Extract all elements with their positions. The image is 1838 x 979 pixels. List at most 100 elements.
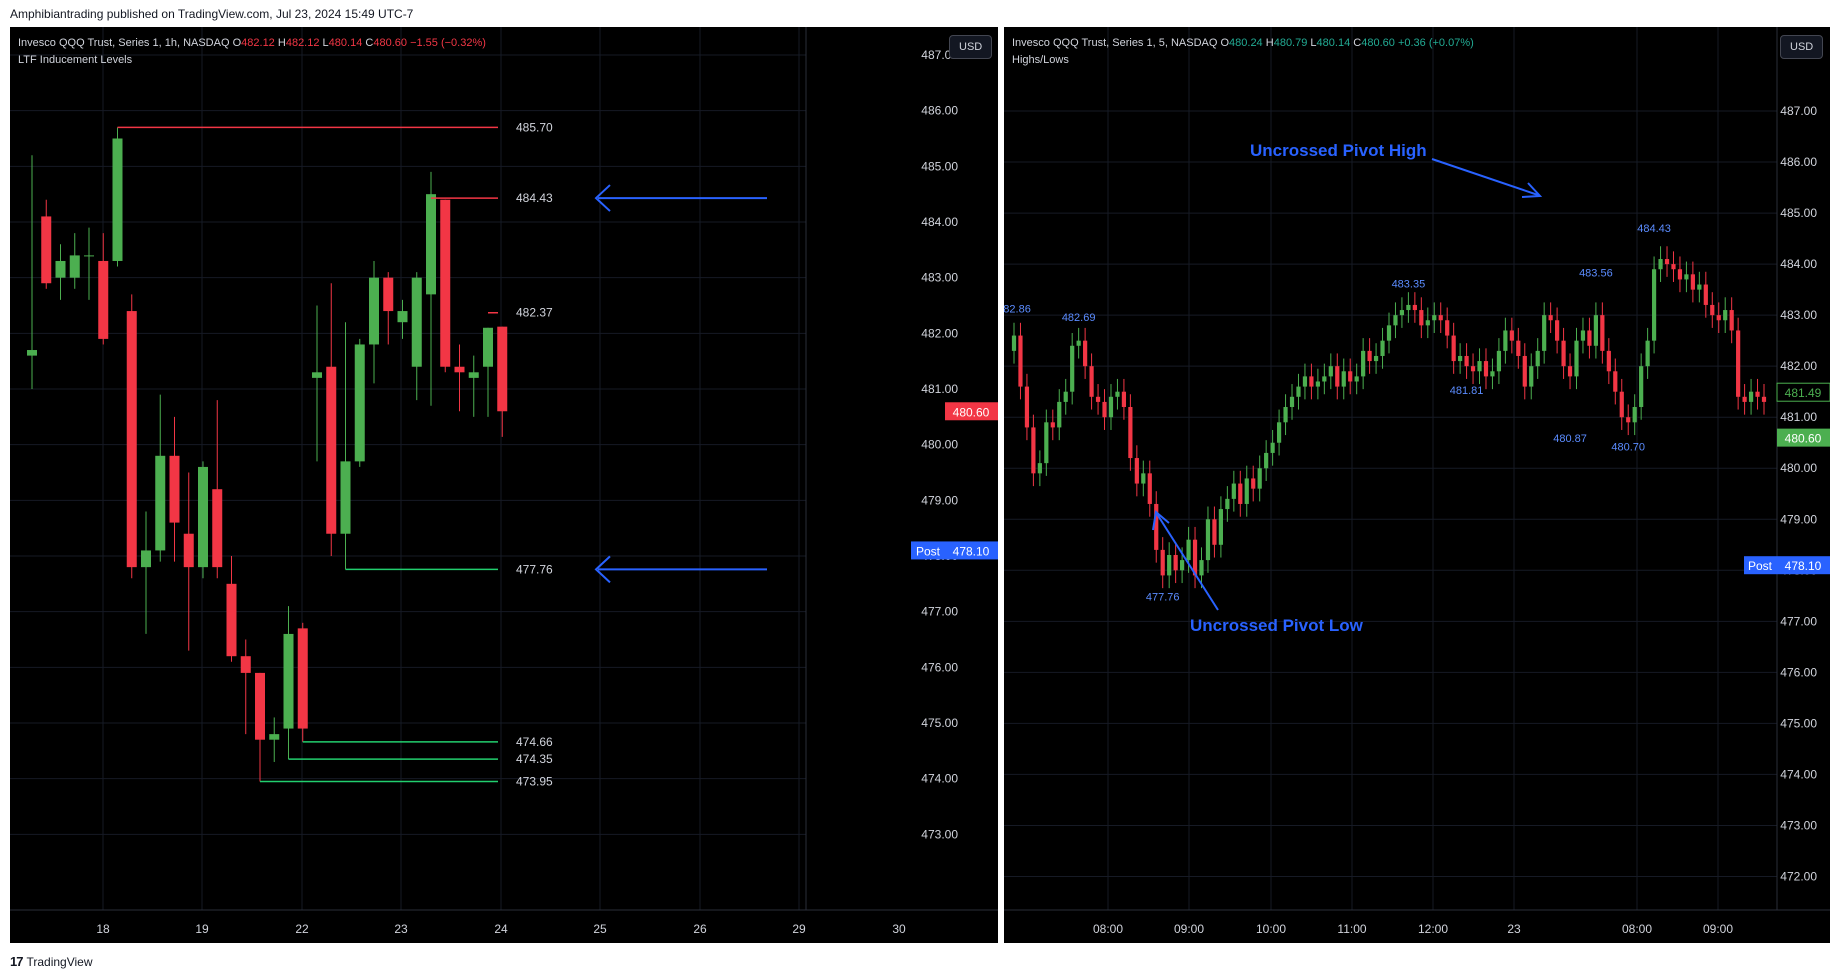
candle-body: [1619, 391, 1624, 418]
candle-body: [1761, 396, 1767, 402]
candle-body: [98, 260, 109, 339]
chart-left-svg[interactable]: 473.00474.00475.00476.00477.00478.00479.…: [10, 27, 998, 943]
candle-body: [383, 277, 394, 312]
x-tick-label: 24: [494, 922, 508, 936]
candle-body: [55, 260, 66, 278]
candle-body: [1496, 350, 1502, 372]
candle-body: [1264, 452, 1269, 469]
candle-body: [1296, 386, 1301, 397]
post-label: Post: [1748, 559, 1773, 573]
candle-body: [155, 455, 166, 551]
pivot-label: 483.35: [1392, 278, 1426, 290]
cursor-price-tag: [1776, 382, 1830, 402]
candle-body: [1516, 340, 1521, 356]
x-tick-label: 23: [1507, 922, 1521, 936]
candle-body: [1535, 350, 1540, 367]
candle-body: [1561, 340, 1566, 367]
candle-body: [1302, 376, 1308, 387]
candle-body: [1238, 483, 1243, 504]
x-tick-label: 29: [792, 922, 806, 936]
candle-body: [1108, 396, 1114, 418]
candle-body: [1438, 315, 1443, 321]
candle-body: [1690, 274, 1695, 290]
candle-body: [1018, 335, 1023, 387]
low-key: L: [1310, 37, 1317, 49]
candle-body: [1503, 330, 1508, 351]
pivot-label: 481.81: [1450, 385, 1484, 397]
annotation-arrow: [1431, 158, 1539, 196]
candle-body: [1645, 340, 1650, 367]
candle-body: [1354, 376, 1359, 382]
x-tick-label: 12:00: [1418, 922, 1448, 936]
candle-body: [1464, 355, 1469, 367]
candle-body: [1470, 366, 1476, 372]
candle-body: [1289, 396, 1295, 408]
candle-body: [1419, 310, 1424, 326]
post-tag: [1744, 556, 1777, 575]
candle-body: [226, 583, 237, 657]
last-price-label: 480.60: [953, 405, 990, 419]
change-value: −1.55 (−0.32%): [410, 37, 486, 49]
low-key: L: [322, 37, 329, 49]
y-tick-label: 479.00: [1780, 512, 1817, 526]
x-tick-label: 10:00: [1256, 922, 1286, 936]
candle-body: [1664, 259, 1670, 265]
candle-body: [1257, 468, 1262, 489]
candle-body: [1736, 330, 1741, 397]
candle-body: [1509, 330, 1514, 341]
candle-body: [312, 372, 322, 378]
candle-body: [1276, 422, 1282, 443]
brand-name[interactable]: TradingView: [26, 954, 93, 969]
candle-body: [440, 199, 451, 367]
chart-panel-right[interactable]: 472.00 473.00 474.00 475.00 476.00 477.00 478.…: [1004, 27, 1830, 943]
x-tick-label: 25: [593, 922, 607, 936]
x-tick-label: 26: [693, 922, 707, 936]
x-tick-label: 09:00: [1703, 922, 1733, 936]
candle-body: [1076, 340, 1081, 346]
candle-body: [1671, 264, 1676, 270]
pivot-label: 480.70: [1611, 442, 1645, 454]
candle-body: [1606, 350, 1611, 372]
y-tick-label: 476.00: [1780, 665, 1817, 679]
post-price-tag: [945, 541, 998, 560]
y-tick-label: 487.00: [1780, 104, 1817, 118]
candle-body: [1755, 391, 1760, 397]
indicator-name[interactable]: LTF Inducement Levels: [18, 54, 133, 66]
candle-body: [1212, 519, 1217, 545]
candle-body: [1477, 361, 1482, 372]
annotation-pivot-low: Uncrossed Pivot Low: [1190, 616, 1364, 635]
tradingview-logo-icon[interactable]: 17: [10, 954, 24, 969]
chart-right-svg[interactable]: 472.00 473.00 474.00 475.00 476.00 477.00 478.…: [1004, 27, 1830, 943]
y-tick-label: 477.00: [921, 605, 958, 619]
candle-body: [1199, 560, 1204, 576]
indicator-name[interactable]: Highs/Lows: [1012, 54, 1069, 66]
candle-body: [1458, 355, 1463, 362]
candle-body: [1315, 381, 1320, 387]
candle-body: [1270, 442, 1275, 453]
candle-body: [1121, 391, 1127, 408]
candle-body: [1147, 473, 1152, 504]
currency-button[interactable]: USD: [1780, 35, 1824, 59]
y-tick-label: 473.00: [1780, 818, 1817, 832]
candle-body: [1063, 391, 1068, 402]
pivot-label: 483.56: [1579, 268, 1613, 280]
candle-body: [1115, 391, 1120, 397]
x-tick-label: 22: [295, 922, 309, 936]
candle-body: [1639, 366, 1644, 408]
candle-body: [1600, 315, 1605, 351]
candle-body: [326, 366, 337, 534]
currency-button[interactable]: USD: [949, 35, 993, 59]
y-tick-label: 473.00: [921, 827, 958, 841]
candle-body: [1083, 340, 1088, 367]
candle-body: [297, 628, 308, 729]
change-value: +0.36 (+0.07%): [1397, 37, 1474, 49]
candle-body: [69, 255, 80, 278]
y-tick-label: 482.00: [921, 326, 958, 340]
candle-body: [1716, 315, 1721, 321]
blue-arrow-head: [594, 555, 611, 584]
candle-body: [1723, 310, 1728, 321]
y-tick-label: 482.00: [1780, 359, 1817, 373]
chart-panel-left[interactable]: 473.00474.00475.00476.00477.00478.00479.…: [10, 27, 998, 943]
candle-body: [1522, 355, 1527, 387]
level-label: 474.35: [516, 752, 553, 766]
